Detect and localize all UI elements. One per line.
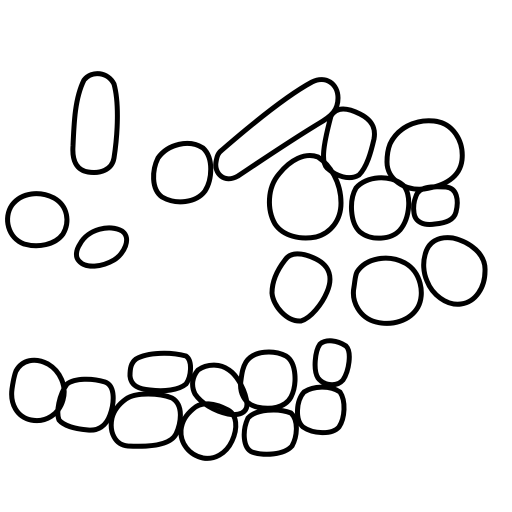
right-large-stone-outline bbox=[421, 235, 488, 307]
left-blob-outline bbox=[5, 191, 70, 249]
tilted-rounded-stone-outline bbox=[190, 362, 250, 418]
bottom-middle-wide-stone-outline bbox=[108, 391, 183, 449]
bottom-left-stone-outline bbox=[9, 357, 67, 424]
diagonal-capsule-outline bbox=[213, 77, 341, 182]
bottom-left-second-stone-outline bbox=[55, 376, 116, 433]
bottom-middle-top-stone-outline bbox=[127, 350, 193, 394]
small-oval-outline bbox=[74, 225, 129, 269]
upright-pill-outline bbox=[70, 71, 120, 175]
bottom-right-upper-small-stone-outline bbox=[312, 338, 352, 388]
bottom-right-low-stone-outline bbox=[241, 407, 299, 457]
center-right-round-stone-outline bbox=[349, 175, 412, 241]
mid-left-stone-outline bbox=[269, 251, 333, 324]
bottom-center-round-stone-outline bbox=[238, 349, 298, 411]
bottom-center-stone-outline bbox=[178, 401, 239, 461]
bottom-right-small-stone-outline bbox=[295, 384, 347, 436]
center-round-blob-outline bbox=[151, 141, 214, 205]
top-right-large-stone-outline bbox=[384, 118, 465, 192]
small-right-square-outline bbox=[411, 184, 460, 227]
large-middle-stone-outline bbox=[267, 153, 344, 241]
center-lower-round-stone-outline bbox=[350, 255, 424, 326]
